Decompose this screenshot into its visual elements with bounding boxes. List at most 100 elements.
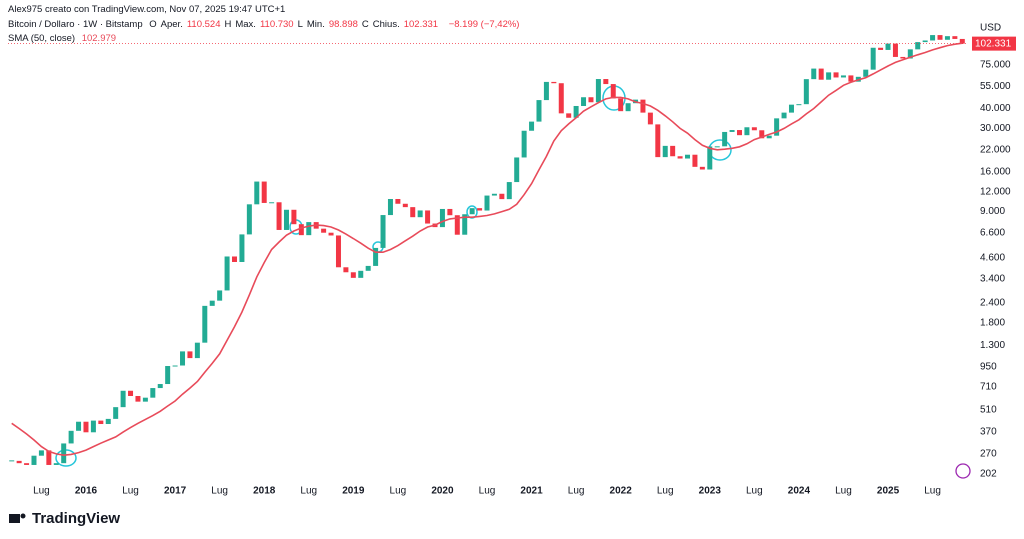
candle: [16, 460, 22, 464]
y-tick-label: 3.400: [980, 273, 1005, 284]
y-tick-label: 22.000: [980, 144, 1011, 155]
legend-sma: SMA (50, close) 102.979: [8, 33, 120, 44]
candle: [321, 228, 327, 233]
candle: [514, 157, 520, 183]
candle: [462, 214, 468, 235]
x-tick-label: Lug: [479, 486, 496, 497]
ohlc-sub: Chius.: [372, 19, 400, 30]
candle: [306, 222, 312, 236]
x-tick-label: 2019: [342, 486, 365, 497]
candle: [692, 154, 698, 167]
x-tick-label: Lug: [746, 486, 763, 497]
candle: [603, 79, 609, 85]
candle: [729, 130, 735, 132]
candle: [120, 390, 126, 408]
candle: [595, 79, 601, 103]
candle: [202, 305, 208, 343]
candle: [68, 430, 74, 444]
candle: [640, 99, 646, 113]
ohlc-label: O: [149, 19, 157, 30]
candle: [833, 72, 839, 78]
y-tick-label: 2.400: [980, 298, 1005, 309]
candle: [736, 130, 742, 136]
candle: [395, 198, 401, 204]
annotations: [55, 85, 732, 467]
x-tick-label: Lug: [924, 486, 941, 497]
sma-value: 102.979: [81, 33, 117, 44]
candle: [239, 234, 245, 262]
candle: [944, 36, 950, 40]
candle: [180, 351, 186, 366]
candle: [477, 208, 483, 211]
candle: [566, 113, 572, 118]
x-tick-label: 2024: [788, 486, 811, 497]
candle: [417, 210, 423, 218]
ohlc-sub: Max.: [235, 19, 256, 30]
candle: [506, 182, 512, 200]
candle: [217, 290, 223, 301]
candle: [670, 145, 676, 157]
ohlc-value: 98.898: [328, 19, 358, 30]
candle: [113, 407, 119, 419]
candle: [24, 463, 30, 465]
candle: [358, 270, 364, 278]
candle: [402, 203, 408, 208]
candle: [150, 388, 156, 398]
candle: [900, 56, 906, 59]
ohlc-value: 110.524: [186, 19, 221, 30]
symbol: Bitcoin / Dollaro · 1W · Bitstamp: [8, 19, 143, 30]
candle: [261, 181, 267, 203]
x-tick-label: Lug: [122, 486, 139, 497]
candle: [863, 69, 869, 77]
candle: [907, 49, 913, 59]
x-tick-label: 2023: [699, 486, 722, 497]
candle: [892, 43, 898, 57]
y-tick-label: 12.000: [980, 186, 1011, 197]
candle: [826, 72, 832, 80]
candle: [581, 97, 587, 106]
y-tick-label: 710: [980, 382, 997, 393]
candle: [105, 418, 111, 425]
ohlc-sub: Min.: [306, 19, 325, 30]
logo-mark: [20, 513, 26, 519]
candle: [543, 81, 549, 101]
candle: [685, 154, 691, 159]
y-tick-label: 40.000: [980, 103, 1011, 114]
candle: [744, 127, 750, 136]
candle: [677, 156, 683, 159]
candle: [840, 75, 846, 78]
candle: [662, 145, 668, 158]
candle: [246, 204, 252, 235]
x-tick-label: 2025: [877, 486, 900, 497]
y-tick-label: 510: [980, 405, 997, 416]
candle: [232, 256, 238, 262]
y-tick-label: 4.600: [980, 253, 1005, 264]
candle: [83, 421, 89, 433]
candle: [142, 397, 148, 402]
candle: [484, 195, 490, 211]
candle: [878, 47, 884, 50]
candle: [625, 103, 631, 112]
y-tick-label: 9.000: [980, 206, 1005, 217]
candle: [328, 232, 334, 236]
candle: [9, 460, 15, 462]
candle: [135, 395, 141, 402]
candle: [172, 365, 178, 367]
ohlc-label: L: [297, 19, 303, 30]
x-tick-label: 2022: [610, 486, 633, 497]
change: −8.199 (−7,42%): [448, 19, 520, 30]
candle: [707, 146, 713, 170]
candle: [291, 209, 297, 225]
candle: [699, 166, 705, 170]
candle: [655, 124, 661, 158]
y-tick-label: 1.800: [980, 317, 1005, 328]
candle: [350, 272, 356, 278]
candle: [283, 209, 289, 230]
candle: [930, 35, 936, 41]
candle: [343, 267, 349, 273]
candle: [335, 235, 341, 268]
ohlc-value: 110.730: [259, 19, 294, 30]
y-tick-label: 202: [980, 469, 997, 480]
candle: [796, 104, 802, 106]
